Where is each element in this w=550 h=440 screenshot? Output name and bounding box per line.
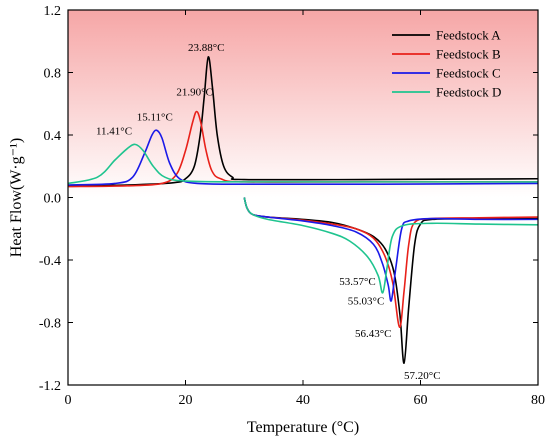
feedstock-d-cooling-line — [67, 143, 538, 185]
legend: Feedstock A Feedstock B Feedstock C Feedsto… — [392, 28, 501, 100]
y-tick-label: -1.2 — [39, 379, 61, 394]
legend-label: Feedstock D — [436, 85, 501, 100]
peak-label: 57.20°C — [404, 370, 441, 382]
legend-label: Feedstock B — [436, 47, 501, 62]
y-tick-label: -0.8 — [39, 317, 61, 332]
y-tick-label: 1.2 — [44, 4, 62, 19]
peak-label: 21.90°C — [176, 87, 213, 99]
feedstock-d-heating-line — [243, 197, 539, 294]
y-axis-title: Heat Flow(W·g⁻¹) — [8, 138, 25, 257]
legend-label: Feedstock C — [436, 66, 501, 81]
y-tick-label: 0.4 — [44, 129, 62, 144]
peak-label: 15.11°C — [137, 111, 173, 123]
y-tick-label: 0.8 — [44, 67, 62, 82]
peak-label: 23.88°C — [188, 42, 225, 54]
x-axis-title: Temperature (°C) — [247, 419, 359, 436]
x-tick-label: 60 — [414, 393, 428, 408]
plot-background-gradient — [68, 10, 538, 198]
y-tick-label: -0.4 — [39, 254, 61, 269]
peak-label: 55.03°C — [348, 296, 385, 308]
peak-label: 11.41°C — [96, 125, 132, 137]
feedstock-c-heating-line — [243, 197, 539, 302]
peak-annotations: 23.88°C 21.90°C15.11°C 11.41°C 53.57°C 55.03… — [96, 42, 441, 382]
x-tick-label: 40 — [296, 393, 310, 408]
peak-label: 53.57°C — [339, 276, 376, 288]
x-tick-label: 0 — [65, 393, 72, 408]
series-layer — [67, 56, 539, 364]
peak-label: 56.43°C — [355, 328, 392, 340]
legend-label: Feedstock A — [436, 28, 501, 43]
y-tick-label: 0.0 — [44, 192, 62, 207]
x-tick-label: 80 — [531, 393, 545, 408]
axis-ticks: 0 20 40 60 80 -1.2 -0.8 -0.4 0.0 0.4 0.8 1.2 — [39, 4, 545, 408]
feedstock-c-cooling-line — [67, 129, 539, 186]
x-tick-label: 20 — [179, 393, 193, 408]
